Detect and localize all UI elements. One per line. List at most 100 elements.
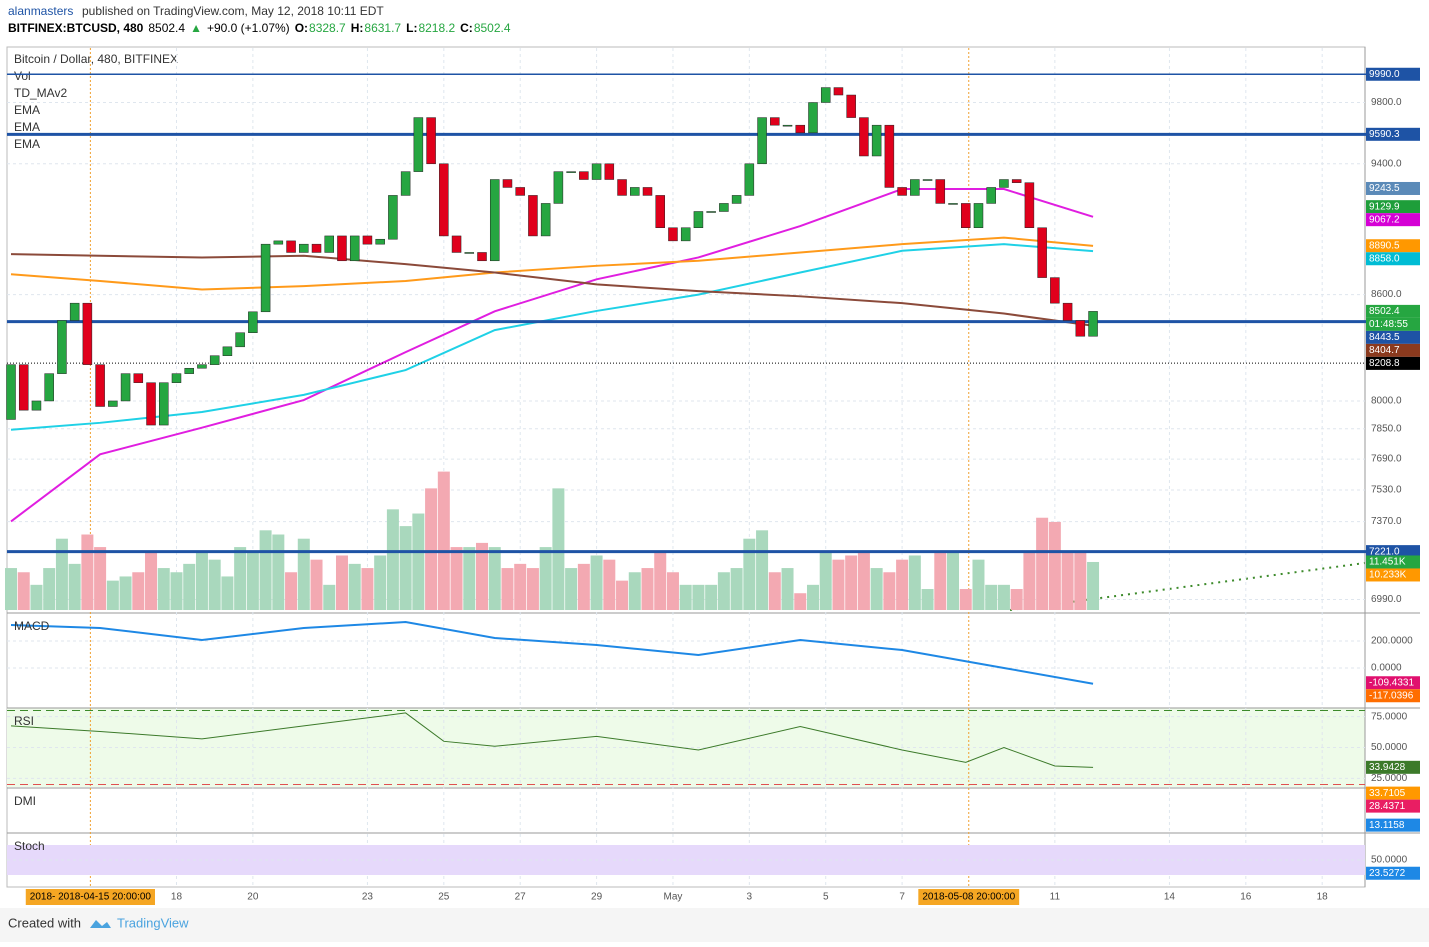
rsi-line (10, 712, 1094, 768)
price-tag-label: 8404.7 (1369, 345, 1400, 356)
candle (146, 382, 156, 426)
candle (999, 179, 1009, 188)
candle (324, 235, 334, 253)
price-tag-label: -117.0396 (1369, 690, 1414, 701)
volume-bar (386, 509, 399, 610)
candle (1062, 302, 1073, 321)
volume-bar (539, 547, 552, 610)
volume-bar (514, 563, 527, 610)
volume-bar (526, 568, 539, 610)
ema-line (10, 253, 1094, 327)
price-tag (1366, 555, 1420, 569)
price-tag-label: 9067.2 (1369, 214, 1400, 225)
legend-item: EMA (14, 103, 40, 117)
candle (362, 235, 373, 245)
volume-bar (845, 555, 858, 610)
brand[interactable]: TradingView (117, 915, 189, 930)
price-tag (1366, 689, 1420, 703)
price-tag (1366, 866, 1420, 880)
volume-bar (679, 584, 692, 610)
price-tag-label: 8443.5 (1369, 332, 1400, 343)
price-tag (1366, 343, 1420, 357)
date-label: 14 (1164, 892, 1176, 903)
volume-bar (476, 542, 489, 610)
y-tick-label: 25.0000 (1371, 773, 1408, 784)
price-tag (1366, 200, 1420, 214)
footer-bar (0, 908, 1429, 942)
volume-bar (947, 551, 960, 610)
volume-bar (972, 559, 985, 610)
y-tick-label: 50.0000 (1371, 742, 1408, 753)
volume-bar (1087, 561, 1100, 610)
candle (846, 94, 856, 118)
volume-bar (883, 572, 896, 610)
price-tag-label: 9243.5 (1369, 183, 1400, 194)
date-label: 18 (1317, 892, 1329, 903)
candle (197, 364, 207, 369)
header-text: 8218.2 (418, 21, 455, 35)
price-tag (1366, 786, 1420, 800)
candle (502, 179, 513, 188)
candle (973, 203, 984, 228)
pane-title: RSI (14, 714, 34, 728)
candle (413, 117, 424, 172)
date-label: 27 (515, 892, 527, 903)
pane-title: MACD (14, 619, 50, 633)
date-label: May (664, 892, 683, 903)
y-tick-label: 7690.0 (1371, 454, 1402, 465)
candle (859, 117, 869, 157)
candle (1050, 277, 1060, 304)
created-with: Created with (8, 915, 81, 930)
volume-bar (730, 568, 743, 610)
published: published on TradingView.com, May 12, 20… (82, 4, 384, 18)
volume-bar (896, 559, 909, 610)
volume-bar (170, 572, 183, 610)
volume-bar (794, 593, 807, 610)
candle (782, 124, 793, 127)
y-tick-label: 200.0000 (1371, 636, 1413, 647)
volume-bar (768, 572, 781, 610)
legend-item: Bitcoin / Dollar, 480, BITFINEX (14, 52, 178, 66)
candle (120, 373, 131, 402)
price-tag-label: 10.233K (1369, 570, 1407, 581)
candle (400, 171, 411, 196)
candle (95, 364, 105, 407)
volume-bar (259, 530, 272, 610)
candle (1037, 227, 1047, 278)
date-label: 18 (171, 892, 183, 903)
volume-bar (565, 568, 578, 610)
candle (388, 195, 398, 240)
candle (18, 364, 29, 411)
candle (833, 87, 844, 96)
volume-bar (399, 526, 412, 610)
header-text: H: (351, 21, 364, 35)
volume-bar (870, 568, 883, 610)
candle (451, 235, 462, 253)
volume-bar (819, 551, 832, 610)
header-text: 8502.4 (148, 21, 185, 35)
header-text: +90.0 (+1.07%) (207, 21, 290, 35)
price-tag-label: 33.7105 (1369, 788, 1406, 799)
candle (706, 211, 716, 213)
candle (31, 400, 42, 411)
candle (591, 163, 602, 180)
volume-bar (934, 551, 947, 610)
volume-bar (335, 555, 348, 610)
candle (1075, 320, 1086, 337)
candle (820, 87, 831, 103)
candle (426, 117, 436, 165)
candle (311, 243, 322, 253)
volume-bar (437, 471, 450, 610)
candle (540, 203, 551, 237)
price-tag-label: 11.451K (1369, 557, 1406, 568)
price-tag (1366, 760, 1420, 774)
candle (744, 163, 755, 196)
volume-bar (603, 559, 616, 610)
volume-bar (616, 580, 629, 610)
candle (757, 117, 767, 165)
volume-bar (743, 538, 756, 610)
price-tag-label: 8858.0 (1369, 253, 1400, 264)
volume-bar (832, 559, 845, 610)
volume-bar (310, 559, 323, 610)
price-tag (1366, 304, 1420, 318)
